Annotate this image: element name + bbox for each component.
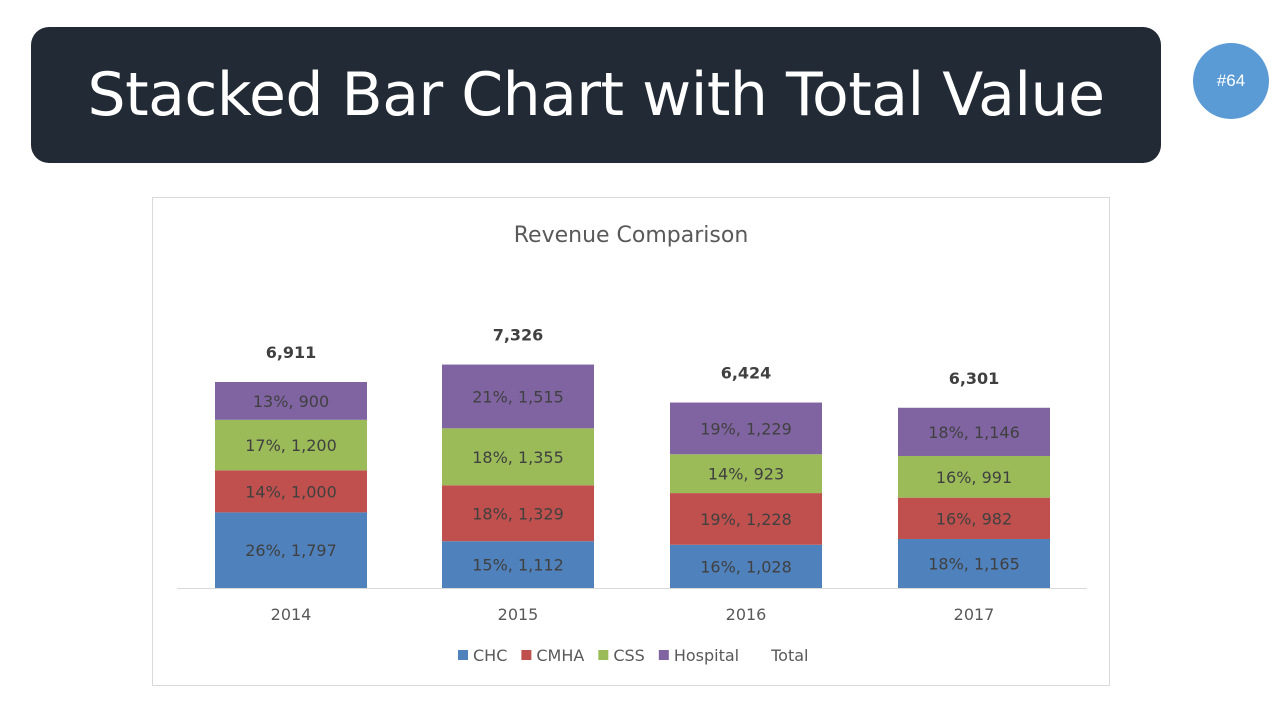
- legend-swatch-hospital: [658, 650, 669, 660]
- bar-segment-hospital: [670, 402, 822, 455]
- bar-segment-css: [442, 428, 594, 486]
- data-label: 15%, 1,112: [472, 556, 564, 575]
- bar-segment-cmha: [215, 470, 367, 513]
- data-label: 18%, 1,146: [928, 423, 1020, 442]
- bar-segment-hospital: [442, 364, 594, 429]
- data-label: 26%, 1,797: [245, 541, 337, 560]
- chart-area: Revenue Comparison 26%, 1,797 14%, 1,000 1…: [152, 197, 1110, 686]
- bar-segment-css: [670, 454, 822, 494]
- stacked-bar-chart: Revenue Comparison 26%, 1,797 14%, 1,000 1…: [177, 223, 1087, 665]
- total-label: 6,301: [949, 369, 1000, 388]
- legend-swatch-chc: [458, 650, 468, 660]
- x-tick-label: 2014: [271, 605, 312, 624]
- episode-badge: #64: [1193, 43, 1269, 119]
- data-label: 16%, 1,028: [700, 557, 792, 576]
- data-label: 18%, 1,329: [472, 504, 564, 523]
- legend-item-hospital: Hospital: [674, 646, 739, 665]
- data-label: 19%, 1,228: [700, 510, 792, 529]
- data-label: 13%, 900: [253, 392, 329, 411]
- data-label: 16%, 982: [936, 509, 1012, 528]
- x-tick-label: 2017: [954, 605, 995, 624]
- bar-segment-chc: [898, 538, 1050, 588]
- bar-segment-chc: [670, 544, 822, 588]
- banner-title: Stacked Bar Chart with Total Value: [87, 60, 1105, 130]
- bar-segment-cmha: [442, 485, 594, 542]
- bar-segment-cmha: [670, 493, 822, 545]
- data-label: 16%, 991: [936, 468, 1012, 487]
- legend-item-css: CSS: [613, 646, 644, 665]
- bar-segment-hospital: [215, 381, 367, 420]
- bar-segment-cmha: [898, 497, 1050, 539]
- bar-segment-hospital: [898, 407, 1050, 456]
- data-label: 17%, 1,200: [245, 436, 337, 455]
- data-label: 21%, 1,515: [472, 387, 564, 406]
- title-banner: Stacked Bar Chart with Total Value: [31, 27, 1161, 163]
- data-label: 18%, 1,355: [472, 448, 564, 467]
- bar-segment-css: [898, 455, 1050, 498]
- total-label: 6,911: [266, 343, 317, 362]
- legend-item-total: Total: [770, 646, 808, 665]
- legend-swatch-cmha: [521, 650, 532, 660]
- data-label: 14%, 1,000: [245, 482, 337, 501]
- x-tick-label: 2016: [726, 605, 767, 624]
- legend-item-chc: CHC: [473, 646, 507, 665]
- data-label: 14%, 923: [708, 465, 784, 484]
- x-tick-label: 2015: [498, 605, 539, 624]
- chart-title: Revenue Comparison: [514, 223, 749, 248]
- total-label: 6,424: [721, 364, 772, 383]
- legend-swatch-css: [598, 650, 609, 660]
- bar-segment-chc: [442, 541, 594, 588]
- bar-segment-chc: [215, 512, 367, 588]
- total-label: 7,326: [493, 326, 544, 345]
- data-label: 18%, 1,165: [928, 554, 1020, 573]
- data-label: 19%, 1,229: [700, 419, 792, 438]
- bar-segment-css: [215, 419, 367, 471]
- legend-item-cmha: CMHA: [536, 646, 584, 665]
